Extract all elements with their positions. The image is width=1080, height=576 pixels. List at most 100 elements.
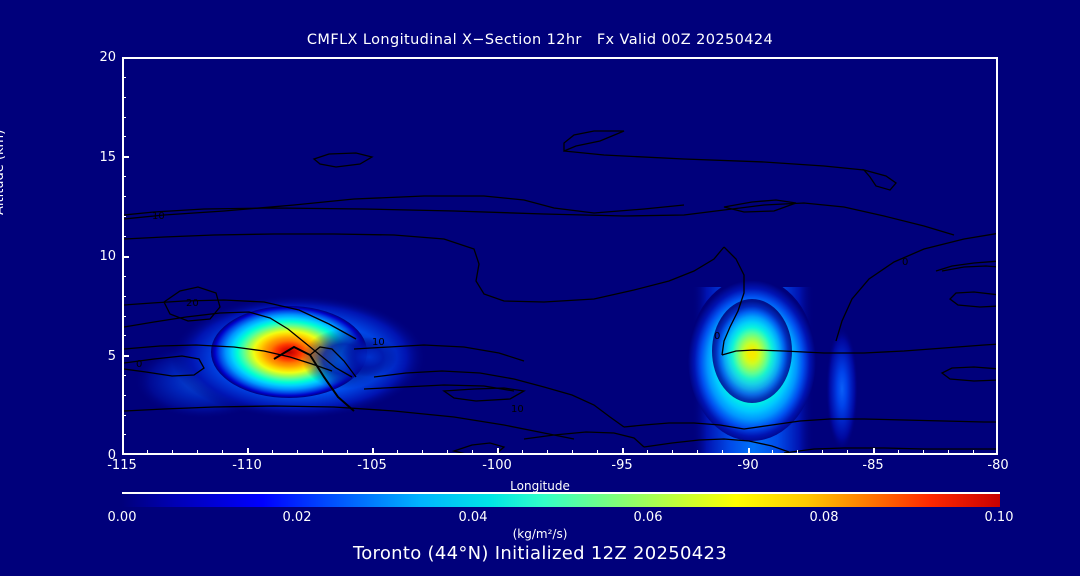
western-plume bbox=[134, 295, 427, 419]
x-minor-tick bbox=[772, 450, 773, 454]
x-tick-label: -95 bbox=[611, 458, 633, 473]
x-minor-tick bbox=[923, 450, 924, 454]
y-minor-tick bbox=[122, 375, 126, 376]
eastern-minor-plume bbox=[826, 327, 858, 451]
contour-lines bbox=[124, 130, 996, 453]
x-tick-label: -85 bbox=[862, 458, 884, 473]
contour-label-0: 0 bbox=[714, 331, 720, 342]
y-minor-tick bbox=[122, 395, 126, 396]
colorbar-tick-label: 0.08 bbox=[809, 510, 839, 525]
x-minor-tick bbox=[422, 450, 423, 454]
y-minor-tick bbox=[122, 316, 126, 317]
x-minor-tick bbox=[948, 450, 949, 454]
x-minor-tick bbox=[647, 450, 648, 454]
colorbar-tick-label: 0.04 bbox=[458, 510, 488, 525]
y-tick-label: 0 bbox=[107, 448, 116, 463]
x-minor-tick bbox=[272, 450, 273, 454]
y-minor-tick bbox=[122, 415, 126, 416]
x-tick-label: -105 bbox=[357, 458, 387, 473]
eastern-plume bbox=[688, 277, 816, 453]
x-tick-label: -115 bbox=[107, 458, 137, 473]
y-minor-tick bbox=[122, 216, 126, 217]
x-tick-mark bbox=[996, 448, 998, 455]
x-minor-tick bbox=[447, 450, 448, 454]
contour-labels: 10 20 10 0 10 0 0 bbox=[136, 211, 908, 415]
y-tick-mark bbox=[122, 453, 129, 455]
y-minor-tick bbox=[122, 276, 126, 277]
page-title: CMFLX Longitudinal X−Section 12hr Fx Val… bbox=[306, 32, 774, 48]
x-tick-mark bbox=[622, 448, 624, 455]
x-tick-label: -80 bbox=[987, 458, 1009, 473]
x-tick-mark bbox=[873, 448, 875, 455]
cross-section-plot: 10 20 10 0 10 0 0 bbox=[124, 59, 996, 453]
colorbar-tick-label: 0.10 bbox=[984, 510, 1014, 525]
x-tick-label: -90 bbox=[737, 458, 759, 473]
x-minor-tick bbox=[672, 450, 673, 454]
contour-label-10: 10 bbox=[372, 337, 385, 348]
x-minor-tick bbox=[472, 450, 473, 454]
x-minor-tick bbox=[172, 450, 173, 454]
y-tick-mark bbox=[122, 256, 129, 258]
x-minor-tick bbox=[347, 450, 348, 454]
x-tick-label: -100 bbox=[482, 458, 512, 473]
x-minor-tick bbox=[547, 450, 548, 454]
contour-label-20: 20 bbox=[186, 298, 199, 309]
colorbar-units-label: (kg/m²/s) bbox=[512, 527, 568, 541]
x-minor-tick bbox=[898, 450, 899, 454]
y-minor-tick bbox=[122, 97, 126, 98]
x-minor-tick bbox=[597, 450, 598, 454]
y-tick-label: 20 bbox=[99, 50, 116, 65]
x-minor-tick bbox=[222, 450, 223, 454]
colorbar-tick-label: 0.06 bbox=[633, 510, 663, 525]
x-tick-mark bbox=[122, 448, 124, 455]
x-tick-mark bbox=[497, 448, 499, 455]
y-tick-label: 10 bbox=[99, 249, 116, 264]
y-minor-tick bbox=[122, 136, 126, 137]
x-tick-mark bbox=[748, 448, 750, 455]
x-tick-label: -110 bbox=[232, 458, 262, 473]
x-minor-tick bbox=[797, 450, 798, 454]
y-tick-label: 5 bbox=[107, 349, 116, 364]
x-minor-tick bbox=[572, 450, 573, 454]
western-plume-tail bbox=[341, 337, 397, 377]
x-axis-label: Longitude bbox=[510, 479, 570, 493]
y-minor-tick bbox=[122, 236, 126, 237]
x-tick-mark bbox=[372, 448, 374, 455]
x-minor-tick bbox=[297, 450, 298, 454]
x-minor-tick bbox=[147, 450, 148, 454]
colorbar-top-rule bbox=[122, 492, 1000, 494]
x-minor-tick bbox=[322, 450, 323, 454]
y-tick-mark bbox=[122, 355, 129, 357]
y-tick-mark bbox=[122, 156, 129, 158]
colorbar-gradient bbox=[122, 494, 1000, 507]
y-minor-tick bbox=[122, 176, 126, 177]
y-tick-label: 15 bbox=[99, 150, 116, 165]
plot-area: 10 20 10 0 10 0 0 bbox=[122, 57, 998, 455]
colorbar-tick-label: 0.00 bbox=[107, 510, 137, 525]
x-minor-tick bbox=[722, 450, 723, 454]
contour-label-10: 10 bbox=[152, 211, 165, 222]
y-minor-tick bbox=[122, 117, 126, 118]
x-minor-tick bbox=[397, 450, 398, 454]
y-tick-mark bbox=[122, 57, 129, 59]
y-minor-tick bbox=[122, 77, 126, 78]
contour-label-10: 10 bbox=[511, 404, 524, 415]
y-minor-tick bbox=[122, 196, 126, 197]
x-minor-tick bbox=[697, 450, 698, 454]
x-tick-mark bbox=[247, 448, 249, 455]
x-minor-tick bbox=[522, 450, 523, 454]
contour-label-0: 0 bbox=[902, 257, 908, 268]
x-minor-tick bbox=[847, 450, 848, 454]
figure-caption: Toronto (44°N) Initialized 12Z 20250423 bbox=[352, 543, 728, 564]
y-minor-tick bbox=[122, 296, 126, 297]
y-axis-label: Altitude (km) bbox=[0, 129, 7, 215]
x-minor-tick bbox=[822, 450, 823, 454]
colorbar bbox=[122, 494, 1000, 507]
colorbar-tick-label: 0.02 bbox=[282, 510, 312, 525]
x-minor-tick bbox=[973, 450, 974, 454]
contour-label-0: 0 bbox=[136, 359, 142, 370]
x-minor-tick bbox=[197, 450, 198, 454]
y-minor-tick bbox=[122, 434, 126, 435]
y-minor-tick bbox=[122, 335, 126, 336]
